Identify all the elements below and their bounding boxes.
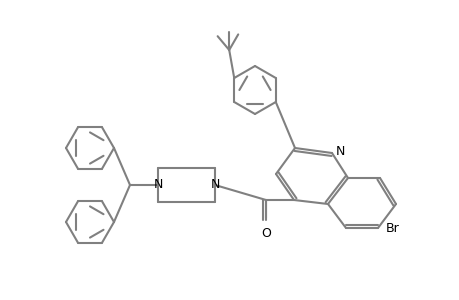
Text: N: N — [153, 178, 162, 191]
Text: Br: Br — [385, 221, 399, 235]
Text: N: N — [210, 178, 219, 191]
Text: O: O — [261, 227, 270, 240]
Text: N: N — [335, 145, 345, 158]
